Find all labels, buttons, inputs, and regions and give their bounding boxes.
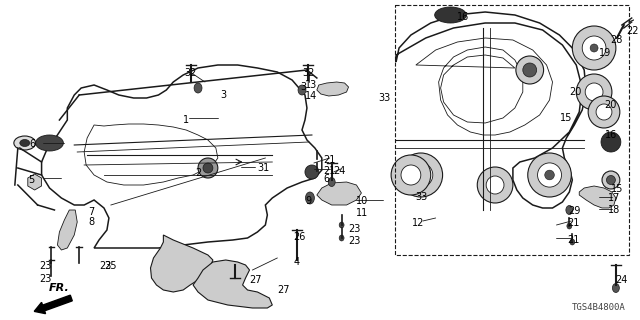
Text: 15: 15 — [561, 113, 573, 123]
Text: 32: 32 — [302, 68, 314, 78]
Ellipse shape — [14, 136, 36, 150]
Circle shape — [477, 167, 513, 203]
Text: 27: 27 — [277, 285, 290, 295]
Polygon shape — [317, 182, 362, 205]
Text: 8: 8 — [88, 217, 94, 227]
Text: 14: 14 — [305, 91, 317, 101]
Text: 23: 23 — [349, 236, 361, 246]
Text: 1: 1 — [183, 115, 189, 125]
Circle shape — [416, 170, 426, 180]
Circle shape — [401, 165, 421, 185]
Ellipse shape — [305, 192, 314, 204]
Circle shape — [545, 170, 554, 180]
Ellipse shape — [570, 239, 575, 245]
Text: FR.: FR. — [49, 283, 70, 293]
Polygon shape — [84, 124, 218, 185]
Text: 4: 4 — [293, 257, 300, 267]
Text: 31: 31 — [257, 163, 269, 173]
Circle shape — [590, 44, 598, 52]
FancyArrow shape — [35, 295, 72, 314]
Bar — [395, 5, 628, 255]
Ellipse shape — [339, 222, 344, 228]
Text: 16: 16 — [605, 130, 617, 140]
Text: 33: 33 — [378, 93, 390, 103]
Ellipse shape — [298, 85, 306, 95]
Circle shape — [528, 153, 572, 197]
Text: 21: 21 — [323, 166, 335, 176]
Text: 13: 13 — [305, 80, 317, 90]
Circle shape — [576, 74, 612, 110]
Circle shape — [409, 163, 433, 187]
Text: 26: 26 — [293, 232, 305, 242]
Text: 28: 28 — [610, 35, 622, 45]
Text: 10: 10 — [355, 196, 368, 206]
Text: 6: 6 — [324, 174, 330, 184]
Ellipse shape — [198, 158, 218, 178]
Text: 9: 9 — [306, 196, 312, 206]
Ellipse shape — [305, 165, 319, 179]
Ellipse shape — [612, 284, 620, 292]
Text: TGS4B4800A: TGS4B4800A — [572, 303, 626, 312]
Text: 12: 12 — [412, 218, 424, 228]
Polygon shape — [58, 210, 77, 250]
Circle shape — [582, 36, 606, 60]
Text: 29: 29 — [568, 206, 580, 216]
Polygon shape — [150, 235, 213, 292]
Circle shape — [585, 83, 603, 101]
Text: 16: 16 — [456, 12, 468, 22]
Circle shape — [596, 104, 612, 120]
Text: 20: 20 — [604, 100, 616, 110]
Text: 11: 11 — [355, 208, 368, 218]
Text: 20: 20 — [570, 87, 582, 97]
Circle shape — [588, 96, 620, 128]
Ellipse shape — [203, 163, 213, 173]
Circle shape — [486, 176, 504, 194]
Text: 17: 17 — [608, 193, 620, 203]
Text: 33: 33 — [415, 192, 427, 202]
Text: 21: 21 — [323, 155, 335, 165]
Text: 18: 18 — [608, 205, 620, 215]
Ellipse shape — [567, 223, 572, 229]
Polygon shape — [193, 260, 272, 308]
Text: 6: 6 — [29, 139, 36, 149]
Text: 15: 15 — [611, 184, 623, 194]
Circle shape — [572, 26, 616, 70]
Circle shape — [538, 163, 561, 187]
Text: 24: 24 — [615, 275, 627, 285]
Text: 2: 2 — [195, 168, 202, 178]
Text: 27: 27 — [250, 275, 262, 285]
Text: 3: 3 — [220, 90, 226, 100]
Ellipse shape — [602, 171, 620, 189]
Text: 19: 19 — [599, 48, 611, 58]
Text: 23: 23 — [349, 224, 361, 234]
Text: 22: 22 — [626, 26, 638, 36]
Ellipse shape — [601, 132, 621, 152]
Text: 21: 21 — [567, 218, 580, 228]
Polygon shape — [317, 82, 349, 96]
Ellipse shape — [20, 140, 29, 147]
Text: 23: 23 — [40, 274, 52, 284]
Ellipse shape — [566, 205, 573, 214]
Ellipse shape — [607, 175, 616, 185]
Text: 23: 23 — [99, 261, 111, 271]
Text: 21: 21 — [567, 235, 580, 245]
Circle shape — [399, 153, 443, 197]
Text: 3: 3 — [300, 82, 306, 92]
Text: 32: 32 — [184, 68, 196, 78]
Ellipse shape — [435, 7, 467, 23]
Ellipse shape — [516, 56, 543, 84]
Ellipse shape — [339, 235, 344, 241]
Ellipse shape — [328, 178, 335, 187]
Ellipse shape — [523, 63, 537, 77]
Text: 24: 24 — [333, 166, 346, 176]
Text: 25: 25 — [104, 261, 116, 271]
Ellipse shape — [194, 83, 202, 93]
Ellipse shape — [36, 135, 63, 151]
Text: 23: 23 — [40, 261, 52, 271]
Polygon shape — [579, 186, 616, 208]
Text: 5: 5 — [28, 175, 34, 185]
Circle shape — [391, 155, 431, 195]
Text: 7: 7 — [88, 207, 94, 217]
